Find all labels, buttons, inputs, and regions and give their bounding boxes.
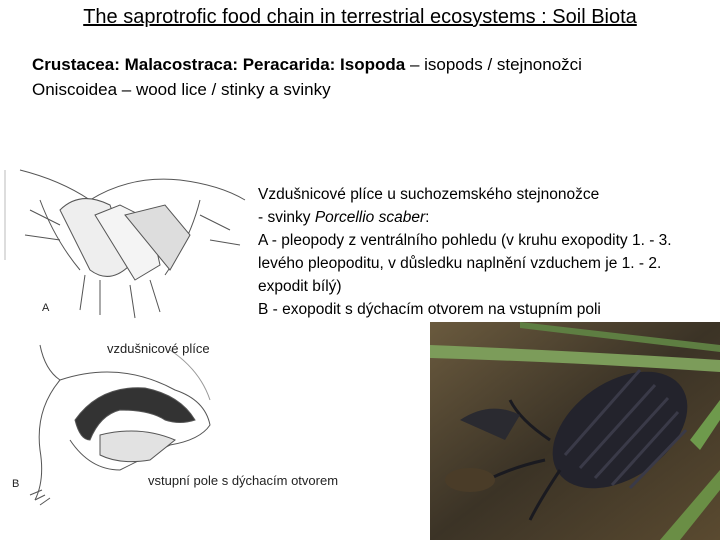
taxonomy-bold: Crustacea: Malacostraca: Peracarida: Iso… xyxy=(32,55,406,74)
description: Vzdušnicové plíce u suchozemského stejno… xyxy=(258,183,678,321)
taxonomy-line: Crustacea: Malacostraca: Peracarida: Iso… xyxy=(32,55,582,75)
species-name: Porcellio scaber xyxy=(314,209,426,226)
figure-label: A xyxy=(42,302,50,314)
drawing-a xyxy=(4,169,246,319)
taxonomy-rest: – isopods / stejnonožci xyxy=(405,55,582,74)
annotation: vzdušnicové plíce xyxy=(107,341,210,356)
text: - svinky xyxy=(258,209,315,226)
text: : xyxy=(425,209,430,226)
description-line: A - pleopody z ventrálního pohledu (v kr… xyxy=(258,232,672,295)
figure-label: B xyxy=(12,478,20,490)
annotation: vstupní pole s dýchacím otvorem xyxy=(148,473,339,488)
drawing-b xyxy=(29,344,211,506)
description-line: B - exopodit s dýchacím otvorem na vstup… xyxy=(258,301,601,318)
slide-title: The saprotrofic food chain in terrestria… xyxy=(83,6,637,28)
description-line: Vzdušnicové plíce u suchozemského stejno… xyxy=(258,186,600,203)
taxonomy-line: Oniscoidea – wood lice / stinky a svinky xyxy=(32,80,331,99)
description-line: - svinky Porcellio scaber: xyxy=(258,206,678,229)
photo xyxy=(430,322,720,540)
